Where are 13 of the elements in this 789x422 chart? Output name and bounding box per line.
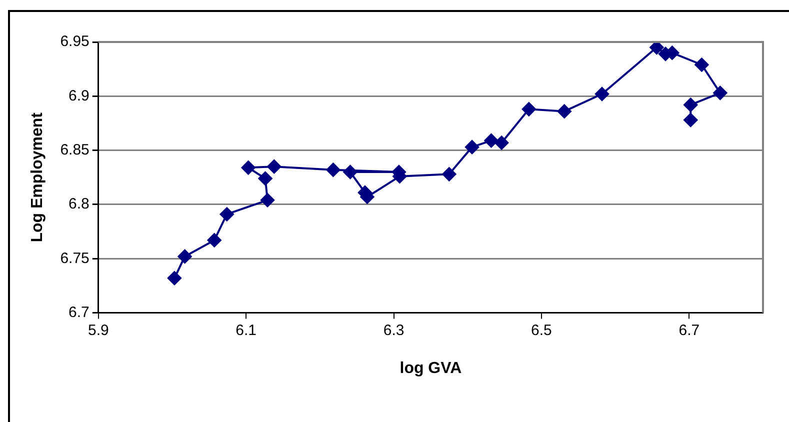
y-tick-label: 6.8 bbox=[68, 196, 90, 213]
x-tick-label: 6.3 bbox=[383, 322, 404, 339]
x-tick-label: 6.5 bbox=[531, 322, 552, 339]
x-tick-label: 6.7 bbox=[678, 322, 700, 339]
x-axis-title: log GVA bbox=[400, 360, 462, 377]
y-tick-label: 6.75 bbox=[60, 250, 90, 267]
y-tick-label: 6.85 bbox=[60, 141, 90, 158]
y-tick-label: 6.9 bbox=[68, 87, 90, 104]
y-axis-title: Log Employment bbox=[29, 112, 46, 242]
x-tick-label: 5.9 bbox=[88, 322, 109, 339]
y-tick-label: 6.95 bbox=[60, 33, 90, 50]
x-tick-label: 6.1 bbox=[236, 322, 257, 339]
y-tick-label: 6.7 bbox=[68, 304, 90, 321]
